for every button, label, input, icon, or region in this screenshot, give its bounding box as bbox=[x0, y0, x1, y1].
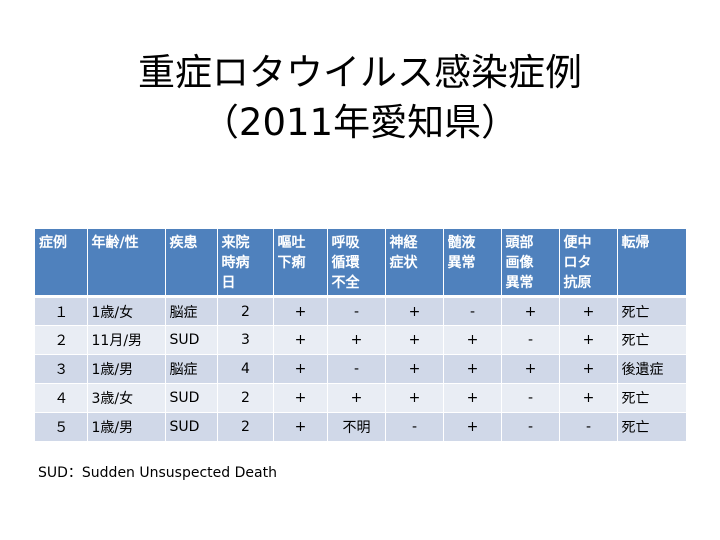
cell-case: ３ bbox=[35, 354, 88, 384]
cell-neuro-symptoms: + bbox=[385, 383, 444, 413]
cell-stool-antigen: + bbox=[559, 296, 618, 326]
cell-visit-day: 4 bbox=[217, 354, 274, 384]
cell-neuro-symptoms: - bbox=[385, 412, 444, 442]
cell-resp-circ-failure: - bbox=[327, 296, 386, 326]
table-row: ３ 1歳/男 脳症 4 + - + + + + 後遺症 bbox=[35, 354, 687, 384]
cell-disease: 脳症 bbox=[165, 354, 218, 384]
header-resp-circ-failure: 呼吸 循環 不全 bbox=[327, 229, 386, 298]
cell-case: ５ bbox=[35, 412, 88, 442]
cell-csf-abnormal: + bbox=[443, 383, 502, 413]
cell-head-imaging: + bbox=[501, 354, 560, 384]
cell-vomit-diarrhea: + bbox=[273, 325, 328, 355]
cell-visit-day: 2 bbox=[217, 383, 274, 413]
cell-age-sex: 1歳/男 bbox=[87, 354, 166, 384]
header-csf-abnormal: 髄液 異常 bbox=[443, 229, 502, 298]
cell-head-imaging: + bbox=[501, 296, 560, 326]
cell-stool-antigen: + bbox=[559, 325, 618, 355]
cell-csf-abnormal: + bbox=[443, 325, 502, 355]
table-row: ５ 1歳/男 SUD 2 + 不明 - + - - 死亡 bbox=[35, 412, 687, 442]
cell-resp-circ-failure: 不明 bbox=[327, 412, 386, 442]
header-visit-day: 来院 時病 日 bbox=[217, 229, 274, 298]
cell-head-imaging: - bbox=[501, 325, 560, 355]
cell-visit-day: 3 bbox=[217, 325, 274, 355]
cell-vomit-diarrhea: + bbox=[273, 296, 328, 326]
cell-case: １ bbox=[35, 296, 88, 326]
cell-disease: 脳症 bbox=[165, 296, 218, 326]
cell-neuro-symptoms: + bbox=[385, 296, 444, 326]
cell-visit-day: 2 bbox=[217, 296, 274, 326]
cell-outcome: 死亡 bbox=[617, 412, 687, 442]
cell-outcome: 死亡 bbox=[617, 383, 687, 413]
header-head-imaging: 頭部 画像 異常 bbox=[501, 229, 560, 298]
cell-disease: SUD bbox=[165, 325, 218, 355]
cell-csf-abnormal: + bbox=[443, 354, 502, 384]
cell-resp-circ-failure: - bbox=[327, 354, 386, 384]
cell-age-sex: 3歳/女 bbox=[87, 383, 166, 413]
table-header-row: 症例 年齢/性 疾患 来院 時病 日 嘔吐 下痢 呼吸 循環 不全 神経 症状 … bbox=[35, 229, 687, 298]
cell-visit-day: 2 bbox=[217, 412, 274, 442]
header-stool-antigen: 便中 ロタ 抗原 bbox=[559, 229, 618, 298]
cell-head-imaging: - bbox=[501, 383, 560, 413]
cell-age-sex: 1歳/女 bbox=[87, 296, 166, 326]
cell-age-sex: 11月/男 bbox=[87, 325, 166, 355]
cell-outcome: 死亡 bbox=[617, 296, 687, 326]
cell-head-imaging: - bbox=[501, 412, 560, 442]
cell-stool-antigen: - bbox=[559, 412, 618, 442]
cell-age-sex: 1歳/男 bbox=[87, 412, 166, 442]
cell-outcome: 後遺症 bbox=[617, 354, 687, 384]
table-row: ４ 3歳/女 SUD 2 + + + + - + 死亡 bbox=[35, 383, 687, 413]
cell-case: ２ bbox=[35, 325, 88, 355]
cell-vomit-diarrhea: + bbox=[273, 354, 328, 384]
cell-disease: SUD bbox=[165, 383, 218, 413]
header-vomit-diarrhea: 嘔吐 下痢 bbox=[273, 229, 328, 298]
table-row: ２ 11月/男 SUD 3 + + + + - + 死亡 bbox=[35, 325, 687, 355]
cell-neuro-symptoms: + bbox=[385, 354, 444, 384]
cell-resp-circ-failure: + bbox=[327, 383, 386, 413]
header-neuro-symptoms: 神経 症状 bbox=[385, 229, 444, 298]
title-line-2: （2011年愛知県） bbox=[201, 101, 519, 144]
cell-disease: SUD bbox=[165, 412, 218, 442]
table-row: １ 1歳/女 脳症 2 + - + - + + 死亡 bbox=[35, 296, 687, 326]
cell-neuro-symptoms: + bbox=[385, 325, 444, 355]
case-table: 症例 年齢/性 疾患 来院 時病 日 嘔吐 下痢 呼吸 循環 不全 神経 症状 … bbox=[35, 229, 687, 442]
cell-resp-circ-failure: + bbox=[327, 325, 386, 355]
slide-title: 重症ロタウイルス感染症例 （2011年愛知県） bbox=[0, 48, 720, 148]
header-age-sex: 年齢/性 bbox=[87, 229, 166, 298]
header-outcome: 転帰 bbox=[617, 229, 687, 298]
cell-outcome: 死亡 bbox=[617, 325, 687, 355]
title-line-1: 重症ロタウイルス感染症例 bbox=[138, 51, 582, 94]
cell-vomit-diarrhea: + bbox=[273, 383, 328, 413]
header-case: 症例 bbox=[35, 229, 88, 298]
cell-stool-antigen: + bbox=[559, 383, 618, 413]
cell-case: ４ bbox=[35, 383, 88, 413]
footnote: SUD：Sudden Unsuspected Death bbox=[38, 465, 277, 481]
cell-stool-antigen: + bbox=[559, 354, 618, 384]
cell-vomit-diarrhea: + bbox=[273, 412, 328, 442]
cell-csf-abnormal: + bbox=[443, 412, 502, 442]
cell-csf-abnormal: - bbox=[443, 296, 502, 326]
header-disease: 疾患 bbox=[165, 229, 218, 298]
